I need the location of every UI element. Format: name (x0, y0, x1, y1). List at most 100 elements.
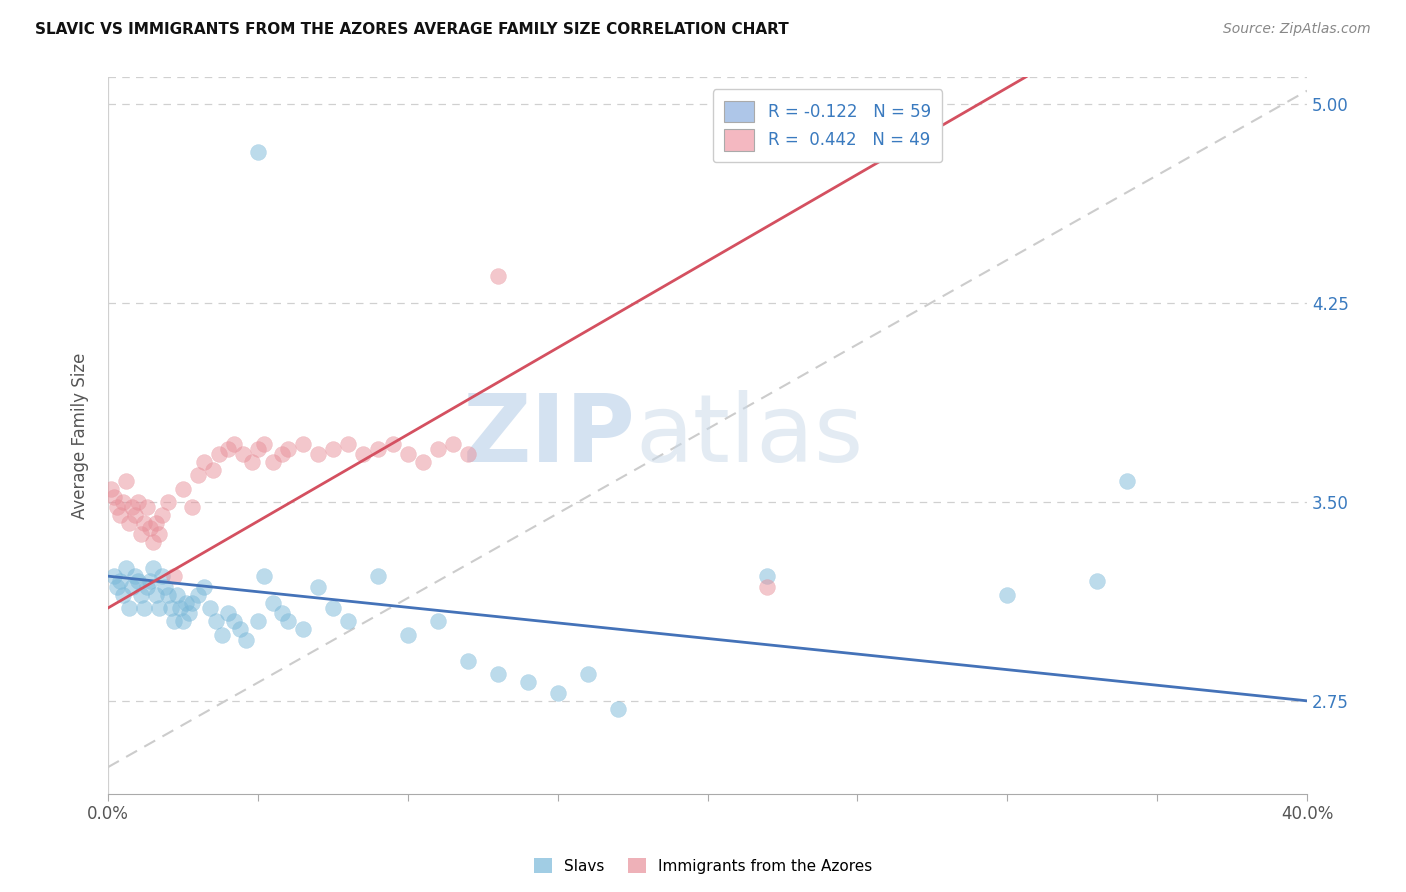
Point (277, 614, 299, 628)
Point (148, 601, 170, 615)
Point (148, 526, 170, 541)
Point (322, 442, 344, 456)
Point (396, 447, 419, 461)
Point (516, 675, 538, 690)
Point (115, 474, 138, 488)
Point (412, 455, 434, 469)
Point (222, 436, 245, 450)
Point (150, 508, 173, 523)
Point (108, 574, 131, 589)
Point (139, 521, 162, 535)
Point (457, 654, 479, 668)
Point (142, 561, 165, 575)
Point (187, 468, 209, 483)
Point (111, 588, 134, 602)
Point (262, 596, 284, 610)
Point (995, 588, 1018, 602)
Point (381, 436, 404, 450)
Point (145, 516, 167, 530)
Point (232, 447, 254, 461)
Point (270, 447, 292, 461)
Point (163, 614, 186, 628)
Point (270, 607, 292, 621)
Legend: Slavs, Immigrants from the Azores: Slavs, Immigrants from the Azores (527, 852, 879, 880)
Point (100, 482, 122, 496)
Point (121, 580, 143, 594)
Point (166, 588, 188, 602)
Point (115, 561, 138, 575)
Point (307, 447, 329, 461)
Text: ZIP: ZIP (463, 390, 636, 482)
Point (277, 442, 299, 456)
Point (291, 622, 314, 636)
Point (156, 495, 179, 509)
Point (169, 601, 191, 615)
Point (163, 569, 186, 583)
Point (108, 508, 131, 523)
Point (367, 569, 389, 583)
Point (1085, 574, 1108, 589)
Point (396, 627, 419, 641)
Point (217, 442, 239, 456)
Point (124, 508, 146, 523)
Point (457, 447, 479, 461)
Point (336, 436, 359, 450)
Point (201, 463, 224, 477)
Point (198, 601, 221, 615)
Point (576, 667, 599, 681)
Point (136, 500, 159, 515)
Point (132, 516, 155, 530)
Point (307, 580, 329, 594)
Point (222, 614, 245, 628)
Point (367, 442, 389, 456)
Point (756, 569, 779, 583)
Point (177, 607, 200, 621)
Point (150, 569, 173, 583)
Point (118, 516, 141, 530)
Point (172, 482, 194, 496)
Point (127, 574, 149, 589)
Point (486, 269, 509, 284)
Point (174, 596, 197, 610)
Point (132, 601, 155, 615)
Legend: R = -0.122   N = 59, R =  0.442   N = 49: R = -0.122 N = 59, R = 0.442 N = 49 (713, 89, 942, 162)
Point (127, 495, 149, 509)
Point (105, 580, 128, 594)
Point (352, 447, 374, 461)
Point (246, 145, 269, 159)
Point (208, 447, 231, 461)
Point (156, 588, 179, 602)
Point (193, 580, 215, 594)
Point (145, 588, 167, 602)
Text: Source: ZipAtlas.com: Source: ZipAtlas.com (1223, 22, 1371, 37)
Point (235, 632, 257, 647)
Point (205, 614, 228, 628)
Point (111, 495, 134, 509)
Point (262, 455, 284, 469)
Point (246, 442, 269, 456)
Point (246, 614, 269, 628)
Point (136, 580, 159, 594)
Point (291, 436, 314, 450)
Point (142, 534, 165, 549)
Point (129, 526, 152, 541)
Point (172, 614, 194, 628)
Point (124, 569, 146, 583)
Point (211, 627, 233, 641)
Text: atlas: atlas (636, 390, 863, 482)
Point (129, 588, 152, 602)
Point (229, 622, 252, 636)
Text: SLAVIC VS IMMIGRANTS FROM THE AZORES AVERAGE FAMILY SIZE CORRELATION CHART: SLAVIC VS IMMIGRANTS FROM THE AZORES AVE… (35, 22, 789, 37)
Point (322, 601, 344, 615)
Point (181, 500, 204, 515)
Point (1116, 474, 1139, 488)
Point (121, 500, 143, 515)
Point (103, 569, 125, 583)
Point (105, 500, 128, 515)
Point (426, 614, 449, 628)
Point (187, 588, 209, 602)
Point (103, 490, 125, 504)
Point (336, 614, 359, 628)
Point (181, 596, 204, 610)
Point (118, 601, 141, 615)
